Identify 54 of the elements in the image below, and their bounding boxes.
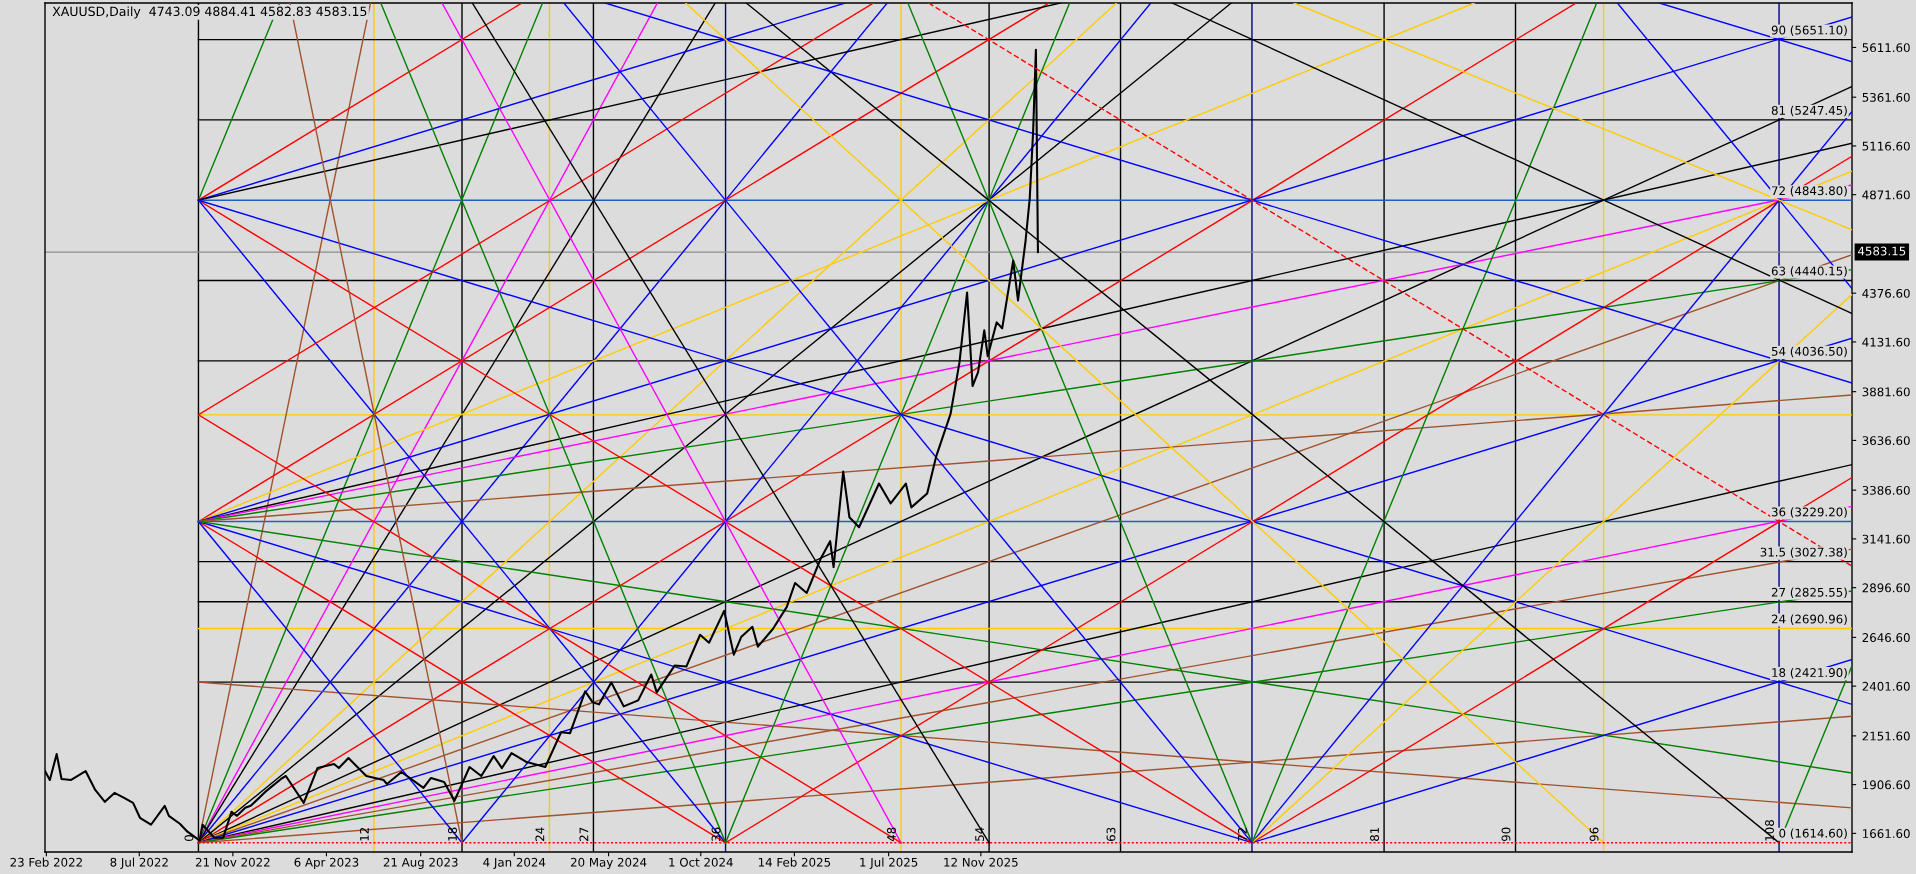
x-tick-label: 4 Jan 2024 [483,857,546,869]
x-tick-label: 14 Feb 2025 [758,857,831,867]
ref-line-label: 4583.15 [1858,246,1906,256]
x-tick-label: 21 Aug 2023 [383,857,458,869]
y-tick-label: 2401.60 [1862,681,1910,691]
y-tick-label: 5361.60 [1862,92,1910,102]
ref-line-label: 27 [579,827,589,841]
chart-title: XAUUSD,Daily 4743.09 4884.41 4582.83 4583.15 [52,6,367,19]
y-tick-label: 3141.60 [1862,534,1910,544]
ref-line-label: 81 [1370,827,1380,842]
y-tick-label: 4871.60 [1862,190,1910,200]
x-tick-label: 20 May 2024 [570,857,647,869]
x-tick-label: 21 Nov 2022 [195,857,270,867]
x-tick-label: 8 Jul 2022 [110,857,168,869]
series-label: 18 (2421.90) [1772,667,1847,679]
x-tick-label: 1 Oct 2024 [669,857,733,867]
x-tick-label: 23 Feb 2022 [10,857,82,867]
ref-line-label: 24 [535,827,545,841]
legend-label: 81 (5247.45) [1771,105,1847,117]
ref-line-label: 90 [1501,827,1511,842]
y-tick-label: 4376.60 [1862,288,1910,298]
y-tick-label: 1661.60 [1863,829,1910,839]
ref-line-label: 63 [1106,827,1116,841]
y-tick-label: 3636.60 [1862,436,1910,446]
x-tick-label: 12 Nov 2025 [944,857,1018,867]
ref-line-label: 48 [887,827,896,842]
y-tick-label: 2151.60 [1862,731,1910,741]
y-tick-label: 2646.60 [1862,633,1910,643]
x-tick-label: 6 Apr 2023 [294,857,359,869]
ref-line-label: 96 [1589,827,1599,842]
legend-label: 54 (4036.50) [1771,346,1847,358]
ref-line-label: 72 [1237,827,1247,841]
y-tick-label: 3386.60 [1862,485,1910,495]
series-label: 0 (1614.60) [1779,828,1847,840]
y-tick-label: 2896.60 [1862,583,1910,593]
y-tick-label: 1906.60 [1863,780,1910,790]
ref-line-label: 36 [711,827,721,841]
y-tick-label: 3881.60 [1862,387,1910,397]
series-label: 24 (2690.96) [1771,614,1847,625]
ref-line-label: 54 [975,827,985,841]
y-tick-label: 5116.60 [1862,141,1910,151]
legend-label: 27 (2825.55) [1771,587,1847,599]
series-label: 90 (5651.10) [1771,25,1847,36]
legend-label: 31.5 (3027.38) [1760,547,1847,558]
x-tick-label: 1 Jul 2025 [860,857,918,869]
series-label: 72 (4843.80) [1772,186,1847,197]
ref-line-label: 12 [359,827,369,841]
series-label: 63 (4440.15) [1771,266,1847,277]
ref-line-label: 18 [448,827,457,841]
ref-line-label: 0 [184,835,194,842]
ref-line-label: 108 [1765,820,1774,841]
series-label: 36 (3229.20) [1771,507,1847,518]
y-tick-label: 5611.60 [1862,43,1910,53]
y-tick-label: 4131.60 [1862,337,1910,347]
